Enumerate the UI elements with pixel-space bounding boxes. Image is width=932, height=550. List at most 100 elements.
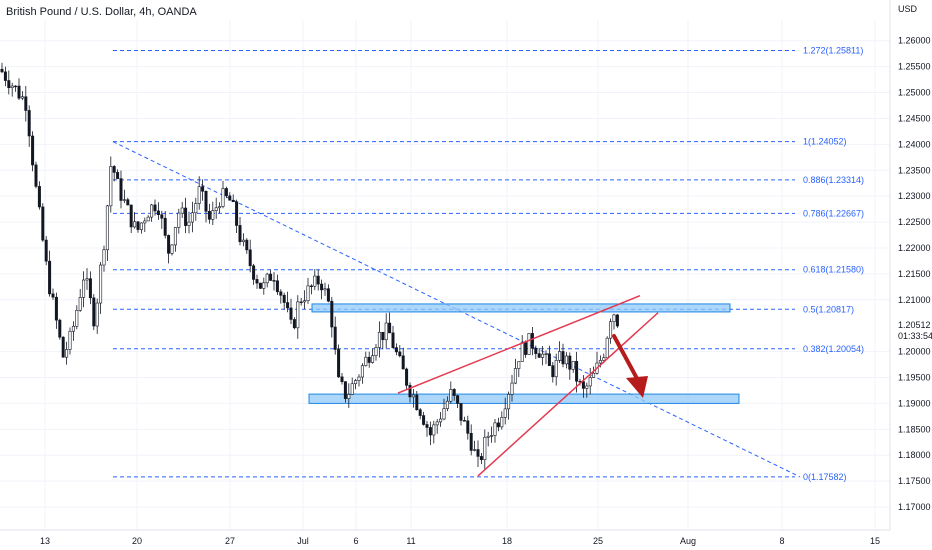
candle-body (513, 368, 517, 384)
candle-body (282, 294, 286, 303)
candle-body (122, 199, 126, 201)
candle-body (551, 365, 555, 378)
candle-body (615, 314, 619, 327)
candle-body (20, 96, 24, 99)
candle-body (265, 273, 269, 284)
candle-body (452, 389, 456, 396)
candle-body (112, 166, 116, 173)
candle-body (116, 172, 120, 179)
fib-label: 1(1.24052) (803, 137, 847, 147)
candle-body (197, 186, 201, 204)
candle-body (483, 437, 487, 461)
candle-body (381, 331, 385, 341)
candle-body (309, 285, 313, 287)
candle-body (459, 403, 463, 421)
candle-body (398, 351, 402, 357)
candle-body (547, 353, 551, 366)
candle-body (418, 409, 422, 416)
candle-body (422, 415, 426, 425)
candle-body (258, 282, 262, 289)
y-tick-label: 1.21500 (898, 269, 931, 279)
candle-body (415, 394, 419, 411)
candle-body (194, 203, 198, 214)
candle-body (428, 427, 432, 436)
x-tick-label: 15 (870, 536, 880, 546)
candle-body (425, 424, 429, 428)
x-tick-label: 8 (779, 536, 784, 546)
x-tick-label: 11 (406, 536, 415, 546)
y-tick-label: 1.18500 (898, 424, 931, 434)
candle-body (357, 376, 361, 381)
candle-body (170, 244, 174, 254)
candle-body (68, 330, 72, 350)
candle-body (575, 361, 579, 382)
candle-body (235, 201, 239, 226)
candle-body (592, 372, 596, 378)
candle-body (588, 377, 592, 387)
candle-body (486, 435, 490, 438)
candle-body (248, 249, 252, 267)
y-tick-label: 1.24000 (898, 139, 931, 149)
y-tick-label: 1.18000 (898, 450, 931, 460)
y-tick-label: 1.24500 (898, 113, 931, 123)
fib-label: 1.272(1.25811) (803, 46, 863, 56)
y-tick-label: 1.25000 (898, 88, 931, 98)
candle-body (564, 355, 568, 365)
x-tick-label: 13 (40, 536, 50, 546)
fib-label: 0.786(1.22667) (803, 208, 864, 218)
x-tick-label: 25 (593, 536, 603, 546)
candle-body (541, 353, 545, 358)
candle-body (10, 85, 14, 89)
candle-body (269, 273, 273, 281)
candle-body (133, 221, 137, 228)
candle-body (201, 186, 205, 192)
candle-body (473, 449, 477, 451)
candle-body (442, 408, 446, 420)
candle-body (44, 239, 48, 262)
candle-body (252, 265, 256, 280)
fib-label: 0.382(1.20054) (803, 344, 864, 354)
candle-body (279, 291, 283, 296)
candle-body (177, 212, 181, 228)
candle-body (286, 302, 290, 309)
candle-body (568, 355, 572, 370)
y-tick-label: 1.21000 (898, 295, 931, 305)
candle-body (439, 418, 443, 423)
candle-body (510, 382, 514, 395)
candle-body (581, 381, 585, 389)
resistance-zone (311, 303, 731, 313)
fib-label: 0.886(1.23314) (803, 175, 864, 185)
y-tick-label: 1.19500 (898, 373, 931, 383)
candle-body (95, 302, 99, 327)
candle-body (41, 206, 45, 241)
candle-body (17, 85, 21, 99)
candle-body (384, 322, 388, 341)
candle-body (476, 449, 480, 457)
candle-body (408, 385, 412, 398)
candle-body (609, 321, 613, 339)
candle-body (211, 210, 215, 220)
fib-label: 0.618(1.21580) (803, 265, 864, 275)
candle-body (432, 424, 436, 436)
y-tick-label: 1.20000 (898, 347, 931, 357)
candle-body (289, 307, 293, 320)
candle-body (119, 178, 123, 201)
candle-body (241, 239, 245, 243)
candle-body (411, 394, 415, 398)
zones (308, 303, 740, 404)
wedge-upper-line (397, 294, 641, 394)
candle-body (228, 195, 232, 201)
candle-body (129, 204, 133, 228)
candle-body (255, 279, 259, 284)
candle-body (490, 435, 494, 437)
fib-label: 0.5(1.20817) (803, 304, 854, 314)
y-tick-label: 1.23500 (898, 165, 931, 175)
projection-arrow-shaft (612, 334, 642, 386)
candle-body (306, 285, 310, 301)
candle-body (343, 381, 347, 399)
candle-body (602, 357, 606, 361)
candle-body (34, 164, 38, 187)
y-tick-label: 1.22500 (898, 217, 931, 227)
candle-body (272, 280, 276, 282)
